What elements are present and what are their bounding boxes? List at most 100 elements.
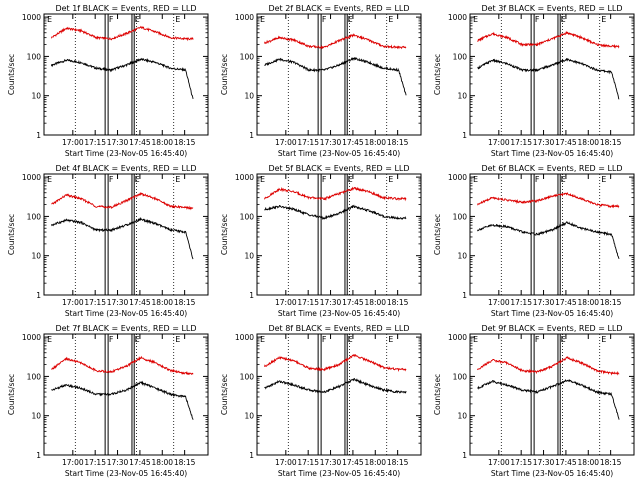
flag-label: E (388, 175, 393, 184)
y-tick-label: 1000 (235, 173, 254, 182)
x-tick-label: 17:30 (533, 458, 555, 467)
panel-title: Det 8f BLACK = Events, RED = LLD (268, 324, 409, 333)
y-tick-label: 1 (36, 291, 41, 300)
x-tick-label: 18:15 (174, 298, 196, 307)
x-tick-label: 17:00 (62, 138, 84, 147)
flag-label: F (322, 175, 327, 184)
flag-label: E (260, 335, 265, 344)
x-tick-label: 18:00 (151, 138, 173, 147)
panel-det-6: Det 6f BLACK = Events, RED = LLD Counts/s… (433, 164, 635, 318)
flag-label: E (47, 175, 52, 184)
y-tick-label: 1 (462, 451, 467, 460)
y-axis-label: Counts/sec (220, 374, 229, 415)
flag-label: F (109, 335, 114, 344)
panel-det-8: Det 8f BLACK = Events, RED = LLD Counts/s… (220, 324, 422, 478)
y-tick-label: 1 (249, 131, 254, 140)
x-axis-label: Start Time (23-Nov-05 16:45:40) (65, 469, 187, 478)
y-axis-label: Counts/sec (220, 214, 229, 255)
y-tick-label: 10 (244, 92, 254, 101)
panel-title: Det 5f BLACK = Events, RED = LLD (268, 164, 409, 173)
y-tick-label: 100 (453, 372, 468, 381)
y-tick-label: 100 (240, 52, 255, 61)
series-events-line (51, 57, 194, 99)
y-axis-label: Counts/sec (433, 54, 442, 95)
y-tick-label: 1000 (235, 333, 254, 342)
flag-label: E (135, 335, 140, 344)
series-lld-line (51, 355, 194, 376)
x-tick-label: 17:00 (275, 138, 297, 147)
x-tick-label: 17:15 (84, 458, 106, 467)
y-axis-label: Counts/sec (7, 374, 16, 415)
x-tick-label: 18:15 (600, 298, 622, 307)
plot-frame (469, 333, 635, 456)
x-axis-label: Start Time (23-Nov-05 16:45:40) (491, 309, 613, 318)
flag-label: E (260, 175, 265, 184)
x-tick-label: 17:15 (297, 458, 319, 467)
y-axis-label: Counts/sec (433, 214, 442, 255)
series-events-line (264, 377, 407, 394)
flag-label: E (473, 335, 478, 344)
x-tick-label: 17:15 (84, 298, 106, 307)
x-tick-label: 17:15 (510, 458, 532, 467)
flag-label: E (388, 335, 393, 344)
y-tick-label: 1 (462, 131, 467, 140)
x-tick-label: 18:00 (577, 298, 599, 307)
plot-frame (469, 173, 635, 296)
y-tick-label: 10 (31, 92, 41, 101)
panel-title: Det 6f BLACK = Events, RED = LLD (481, 164, 622, 173)
panel-title: Det 3f BLACK = Events, RED = LLD (481, 4, 622, 13)
y-tick-label: 1000 (448, 173, 467, 182)
x-tick-label: 17:00 (62, 298, 84, 307)
flag-label: F (322, 15, 327, 24)
x-tick-label: 17:30 (320, 138, 342, 147)
y-tick-label: 10 (31, 252, 41, 261)
x-tick-label: 17:00 (275, 298, 297, 307)
panel-title: Det 1f BLACK = Events, RED = LLD (55, 4, 196, 13)
x-tick-label: 18:00 (151, 298, 173, 307)
panel-det-4: Det 4f BLACK = Events, RED = LLD Counts/s… (7, 164, 209, 318)
x-tick-label: 17:30 (320, 298, 342, 307)
y-axis-label: Counts/sec (433, 374, 442, 415)
plot-frame (256, 333, 422, 456)
x-tick-label: 17:45 (555, 298, 577, 307)
series-events-line (51, 380, 194, 420)
y-tick-label: 10 (457, 92, 467, 101)
flag-label: F (109, 15, 114, 24)
flag-label: E (561, 175, 566, 184)
x-axis-label: Start Time (23-Nov-05 16:45:40) (278, 469, 400, 478)
series-lld-line (477, 192, 620, 209)
x-tick-label: 18:15 (600, 458, 622, 467)
y-axis-label: Counts/sec (7, 214, 16, 255)
flag-label: E (601, 15, 606, 24)
x-tick-label: 17:45 (555, 138, 577, 147)
y-tick-label: 1000 (448, 13, 467, 22)
x-tick-label: 17:30 (107, 458, 129, 467)
y-tick-label: 100 (240, 212, 255, 221)
flag-label: E (135, 15, 140, 24)
series-lld-line (264, 33, 407, 50)
y-axis-label: Counts/sec (220, 54, 229, 95)
x-tick-label: 18:00 (364, 138, 386, 147)
panel-title: Det 9f BLACK = Events, RED = LLD (481, 324, 622, 333)
y-tick-label: 1 (249, 291, 254, 300)
x-tick-label: 17:30 (533, 298, 555, 307)
series-events-line (477, 220, 620, 259)
x-tick-label: 18:15 (387, 298, 409, 307)
series-events-line (477, 57, 620, 100)
x-tick-label: 17:30 (107, 298, 129, 307)
x-tick-label: 17:15 (297, 138, 319, 147)
y-tick-label: 10 (31, 412, 41, 421)
flag-label: E (348, 335, 353, 344)
flag-label: F (322, 335, 327, 344)
y-axis-label: Counts/sec (7, 54, 16, 95)
flag-label: E (388, 15, 393, 24)
flag-label: F (535, 15, 540, 24)
panel-det-1: Det 1f BLACK = Events, RED = LLD Counts/s… (7, 4, 209, 158)
x-tick-label: 18:15 (600, 138, 622, 147)
flag-label: F (535, 335, 540, 344)
y-tick-label: 1000 (22, 333, 41, 342)
y-tick-label: 1000 (22, 173, 41, 182)
x-tick-label: 17:00 (488, 138, 510, 147)
series-lld-line (264, 353, 407, 372)
flag-label: E (47, 335, 52, 344)
